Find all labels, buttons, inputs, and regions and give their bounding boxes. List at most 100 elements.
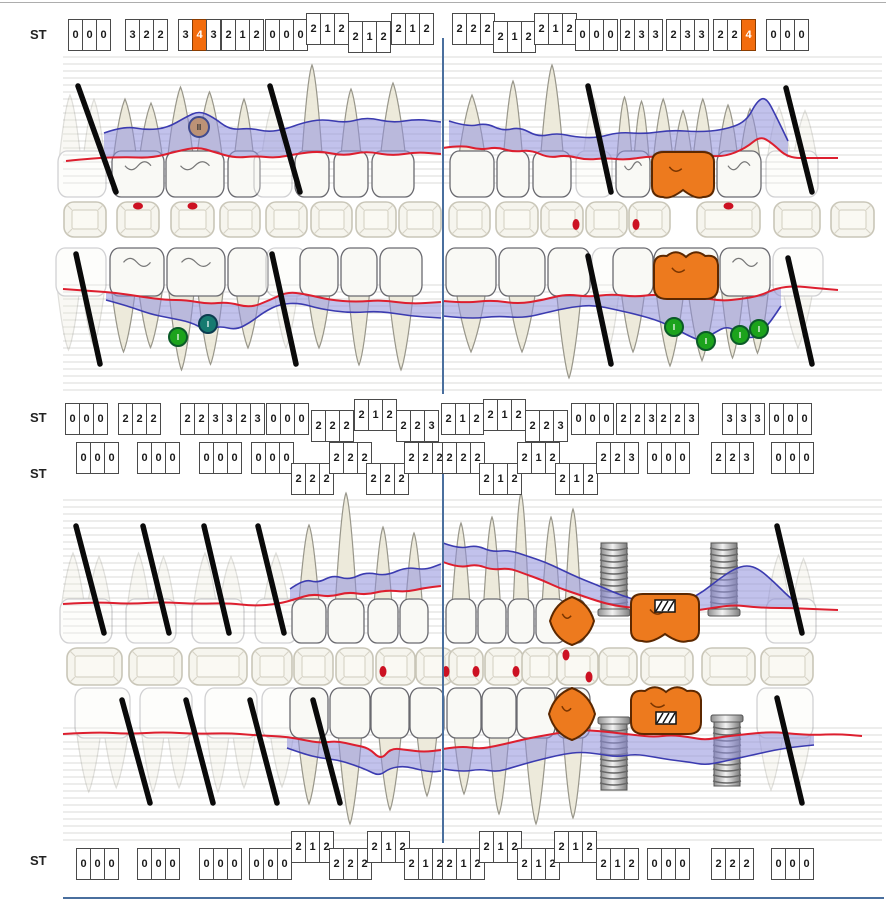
- occlusal-tooth-surface[interactable]: [701, 647, 756, 686]
- tooth-missing[interactable]: [204, 687, 258, 794]
- crown-cusp-line: [561, 705, 572, 712]
- tooth[interactable]: [446, 687, 482, 796]
- occlusal-tooth-surface[interactable]: [66, 647, 123, 686]
- occlusal-tooth-surface[interactable]: [773, 201, 821, 238]
- implant-thread: [712, 780, 742, 784]
- furcation-grade: I: [705, 337, 707, 346]
- furcation-grade: I: [177, 333, 179, 342]
- crown-cusp-line: [668, 166, 683, 172]
- missing-tooth-slash: [774, 523, 805, 636]
- furcation-marker[interactable]: I: [696, 331, 716, 351]
- occlusal-tooth-surface[interactable]: [495, 201, 539, 238]
- cusp-line: [181, 257, 211, 267]
- occlusal-tooth-surface[interactable]: [830, 201, 875, 238]
- occlusal-tooth-surface[interactable]: [398, 201, 442, 238]
- tooth-root: [218, 555, 244, 606]
- crown-restoration[interactable]: [653, 251, 719, 300]
- missing-tooth-slash: [75, 83, 119, 195]
- implant-thread: [709, 553, 739, 557]
- tooth[interactable]: [327, 491, 365, 644]
- tooth-crown: [291, 598, 327, 644]
- furcation-grade: I: [739, 331, 741, 340]
- tooth-crown: [370, 687, 410, 739]
- implant-thread: [599, 770, 629, 774]
- occlusal-tooth-surface[interactable]: [63, 201, 107, 238]
- tooth-root: [455, 289, 487, 354]
- pocket-depth-band: [443, 730, 814, 772]
- occlusal-tooth-surface[interactable]: [640, 647, 694, 686]
- occlusal-tooth-surface[interactable]: [293, 647, 334, 686]
- crown-restoration[interactable]: [548, 595, 596, 647]
- occlusal-tooth-surface[interactable]: [128, 647, 183, 686]
- occlusal-tooth-surface[interactable]: [355, 201, 397, 238]
- implant-thread: [599, 571, 629, 575]
- occlusal-tooth-surface[interactable]: [375, 647, 416, 686]
- occlusal-tooth-surface[interactable]: [188, 647, 248, 686]
- implant-head: [597, 608, 631, 617]
- tooth-missing[interactable]: [74, 687, 131, 794]
- crown-restoration[interactable]: [651, 151, 715, 199]
- occlusal-tooth-surface[interactable]: [219, 201, 261, 238]
- occlusal-tooth-surface[interactable]: [335, 647, 374, 686]
- crown-restoration[interactable]: [547, 686, 597, 742]
- missing-tooth-slash: [585, 253, 614, 367]
- implant-thread: [712, 774, 742, 778]
- occlusal-tooth-surface[interactable]: [521, 647, 558, 686]
- bleeding-point-marker: [512, 666, 520, 677]
- tooth-crown: [299, 247, 339, 297]
- furcation-marker[interactable]: I: [664, 317, 684, 337]
- occlusal-tooth-surface[interactable]: [448, 647, 484, 686]
- tooth-crown: [327, 598, 365, 644]
- furcation-marker[interactable]: I: [730, 325, 750, 345]
- tooth-crown: [445, 598, 477, 644]
- implant-thread: [712, 768, 742, 772]
- tooth[interactable]: [477, 515, 507, 644]
- crown-restoration[interactable]: [630, 686, 702, 735]
- occlusal-tooth-surface[interactable]: [696, 201, 761, 238]
- tooth-missing[interactable]: [772, 247, 824, 350]
- missing-tooth-slash: [785, 255, 815, 367]
- occlusal-tooth-surface[interactable]: [448, 201, 491, 238]
- missing-tooth-slash: [201, 523, 232, 636]
- tooth-crown: [227, 247, 269, 297]
- cusp-line: [732, 257, 758, 267]
- occlusal-tooth-surface[interactable]: [540, 201, 584, 238]
- crown-restoration[interactable]: [630, 593, 700, 643]
- implant-thread: [599, 758, 629, 762]
- occlusal-tooth-surface[interactable]: [585, 201, 628, 238]
- missing-tooth-slash: [247, 697, 280, 806]
- implant-thread: [599, 577, 629, 581]
- window-top-border: [0, 2, 886, 3]
- tooth-root: [555, 289, 583, 380]
- occlusal-tooth-surface[interactable]: [116, 201, 160, 238]
- tooth[interactable]: [445, 521, 477, 644]
- gingival-margin-line: [65, 147, 442, 162]
- tooth-crown: [481, 687, 517, 739]
- furcation-marker[interactable]: I: [749, 319, 769, 339]
- missing-tooth-slash: [73, 523, 107, 636]
- pocket-depth-band: [443, 287, 781, 340]
- occlusal-tooth-surface[interactable]: [265, 201, 308, 238]
- furcation-marker[interactable]: I: [198, 314, 218, 334]
- tooth-missing[interactable]: [139, 687, 193, 794]
- occlusal-tooth-surface[interactable]: [760, 647, 814, 686]
- implant-thread: [709, 559, 739, 563]
- tooth-crown: [333, 150, 369, 198]
- gingival-margin-line: [442, 137, 838, 161]
- occlusal-tooth-surface[interactable]: [170, 201, 215, 238]
- crown-cusp-line: [561, 613, 572, 619]
- tooth-root: [231, 731, 257, 790]
- implant-thread: [709, 565, 739, 569]
- pocket-depth-band: [104, 112, 441, 158]
- occlusal-tooth-surface[interactable]: [251, 647, 293, 686]
- furcation-marker[interactable]: II: [188, 116, 210, 138]
- pocket-depth-line: [286, 747, 442, 776]
- occlusal-tooth-surface[interactable]: [310, 201, 353, 238]
- pocket-depth-line: [289, 563, 442, 590]
- tooth[interactable]: [227, 247, 269, 350]
- occlusal-tooth-surface[interactable]: [598, 647, 638, 686]
- tooth-crown: [59, 598, 113, 644]
- occlusal-tooth-surface[interactable]: [628, 201, 671, 238]
- tooth-crown: [109, 247, 165, 297]
- furcation-marker[interactable]: I: [168, 327, 188, 347]
